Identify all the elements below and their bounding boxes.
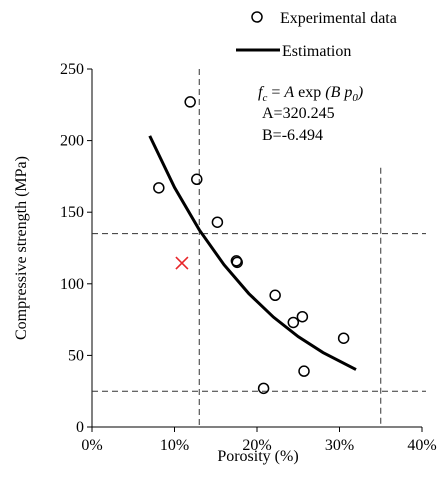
data-point <box>184 96 196 108</box>
data-point <box>153 182 165 194</box>
y-tick-label: 250 <box>60 61 84 78</box>
annotation: A=320.245 <box>262 105 335 122</box>
legend-label: Experimental data <box>280 10 397 27</box>
data-point <box>211 216 224 228</box>
eq-part: ) <box>357 84 363 101</box>
eq-part: (B p <box>325 84 352 101</box>
eq-part: = <box>267 84 284 101</box>
data-point <box>257 382 270 395</box>
data-point <box>337 332 350 344</box>
y-tick-label: 100 <box>60 276 84 293</box>
x-tick-label: 20% <box>242 437 271 454</box>
eq-part: A <box>283 84 294 101</box>
legend-marker <box>251 11 263 23</box>
eq-part: f <box>258 84 265 101</box>
data-point <box>287 316 300 329</box>
y-tick-label: 150 <box>60 204 84 221</box>
fit-line <box>148 135 357 371</box>
x-tick-label: 10% <box>160 437 189 454</box>
y-tick-label: 0 <box>76 419 84 436</box>
legend-label: Estimation <box>282 43 351 60</box>
highlight-marker <box>175 256 189 270</box>
eq-part: 0 <box>352 92 358 104</box>
x-tick-label: 30% <box>325 437 354 454</box>
y-tick-label: 50 <box>68 347 84 364</box>
data-point <box>269 289 281 302</box>
x-tick-label: 0% <box>81 437 102 454</box>
x-tick-label: 40% <box>407 437 436 454</box>
y-tick-label: 200 <box>60 133 84 150</box>
eq-part: c <box>262 92 267 104</box>
annotation: B=-6.494 <box>262 127 323 144</box>
equation: fc = A exp (B p0) <box>258 84 363 104</box>
data-point <box>298 365 310 377</box>
data-point <box>231 256 243 269</box>
data-point <box>191 173 203 186</box>
data-point <box>296 310 309 323</box>
eq-part: exp <box>294 84 325 101</box>
x-axis-label: Porosity (%) <box>217 448 298 465</box>
y-axis-label: Compressive strength (MPa) <box>13 156 30 340</box>
